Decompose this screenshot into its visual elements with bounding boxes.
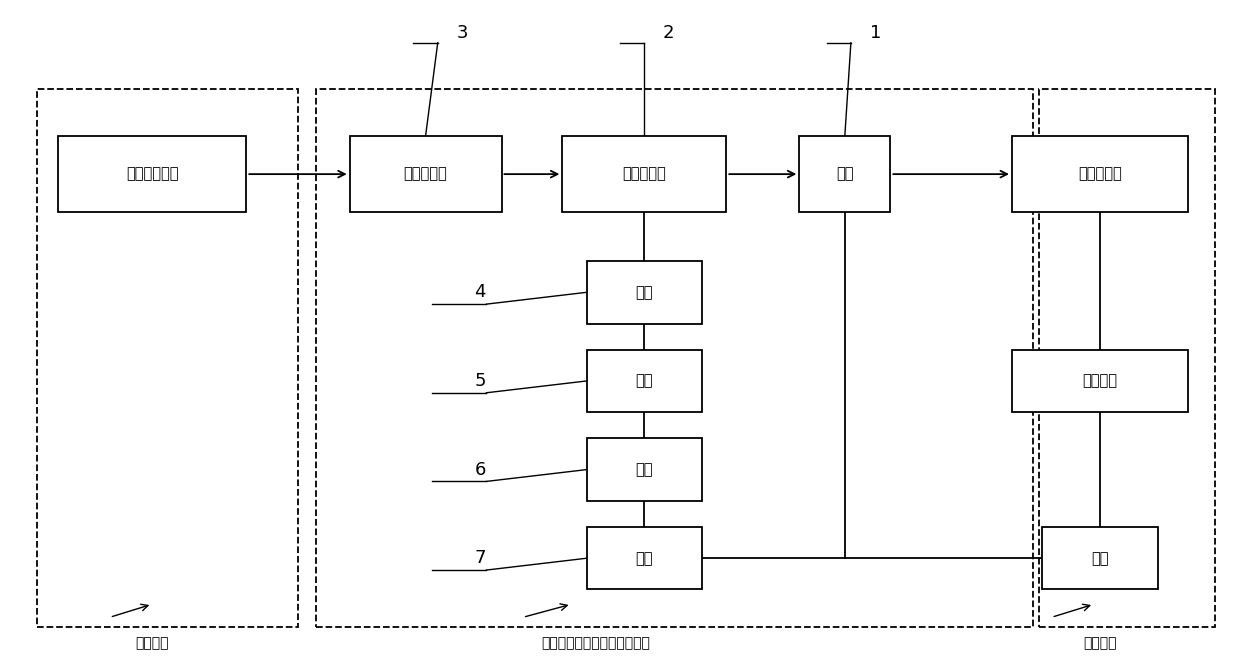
Bar	[587, 261, 702, 324]
Bar	[562, 137, 727, 212]
Text: 信号处理器: 信号处理器	[404, 167, 448, 182]
Text: 定子: 定子	[836, 167, 853, 182]
Text: 滑动轴承: 滑动轴承	[1083, 373, 1117, 389]
Text: 转轴: 转轴	[1091, 551, 1109, 565]
Text: 压力传感器: 压力传感器	[622, 167, 666, 182]
Bar	[58, 137, 247, 212]
Text: 5: 5	[475, 372, 486, 390]
Bar	[587, 350, 702, 412]
Bar	[1012, 137, 1188, 212]
Bar	[1043, 527, 1158, 590]
Bar	[1039, 89, 1215, 627]
Text: 滚珠: 滚珠	[636, 462, 653, 477]
Text: 弹簧: 弹簧	[636, 373, 653, 389]
Bar	[37, 89, 298, 627]
Text: 1: 1	[869, 24, 880, 42]
Text: 压块: 压块	[636, 285, 653, 299]
Bar	[587, 438, 702, 500]
Text: 转子: 转子	[636, 551, 653, 565]
Bar	[1012, 350, 1188, 412]
Text: 外围部件: 外围部件	[1084, 636, 1117, 650]
Text: 数据采集装置: 数据采集装置	[126, 167, 179, 182]
Text: 外围部件: 外围部件	[135, 636, 169, 650]
Bar	[316, 89, 1033, 627]
Text: 滑动轴承座: 滑动轴承座	[1078, 167, 1122, 182]
Text: 滑动轴承磨损量在线检测装置: 滑动轴承磨损量在线检测装置	[541, 636, 650, 650]
Bar	[350, 137, 501, 212]
Text: 2: 2	[663, 24, 675, 42]
Bar	[800, 137, 890, 212]
Text: 7: 7	[475, 549, 486, 567]
Bar	[587, 527, 702, 590]
Text: 4: 4	[475, 283, 486, 302]
Text: 6: 6	[475, 460, 486, 478]
Text: 3: 3	[456, 24, 467, 42]
